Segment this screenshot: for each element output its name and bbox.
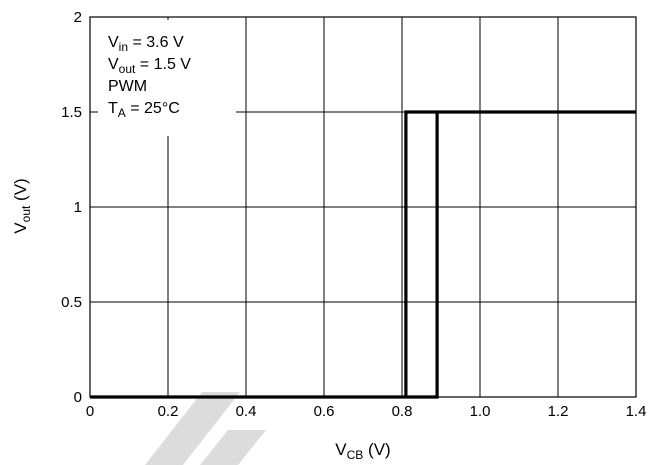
x-tick-label: 0.6 (314, 403, 335, 420)
x-tick-label: 0 (86, 403, 94, 420)
y-axis-label: Vout (V) (11, 178, 33, 233)
annotation-box (98, 20, 236, 136)
x-tick-label: 0.8 (392, 403, 413, 420)
y-axis-label-main: V (11, 222, 30, 234)
x-tick-labels: 0 0.2 0.4 0.6 0.8 1.0 1.2 1.4 (86, 403, 647, 420)
x-axis-label-main: V (335, 440, 347, 459)
hysteresis-line (90, 110, 636, 399)
plot-frame (89, 16, 637, 398)
y-axis-label-sub: out (19, 205, 33, 222)
x-tick-label: 0.2 (158, 403, 179, 420)
x-tick-label: 1.4 (626, 403, 647, 420)
x-tick-label: 1.2 (548, 403, 569, 420)
annotation-line: TA = 25°C (108, 100, 180, 120)
annotation-line: Vout = 1.5 V (108, 56, 191, 76)
annotation-line: Vin = 3.6 V (108, 34, 184, 54)
x-axis-label-sub: CB (347, 448, 364, 462)
y-tick-label: 0 (74, 389, 82, 406)
y-tick-label: 1.5 (61, 104, 82, 121)
y-tick-label: 0.5 (61, 294, 82, 311)
x-axis-label-unit: (V) (363, 440, 390, 459)
x-axis-label: VCB (V) (335, 440, 390, 462)
y-tick-label: 1 (74, 199, 82, 216)
y-tick-label: 2 (74, 9, 82, 26)
series-layer (90, 110, 636, 399)
annotation-line: PWM (108, 78, 147, 95)
watermark-stripes (145, 392, 266, 465)
y-tick-labels: 0 0.5 1 1.5 2 (61, 9, 82, 406)
y-axis-label-unit: (V) (11, 178, 30, 205)
x-tick-label: 0.4 (236, 403, 257, 420)
x-tick-label: 1.0 (470, 403, 491, 420)
